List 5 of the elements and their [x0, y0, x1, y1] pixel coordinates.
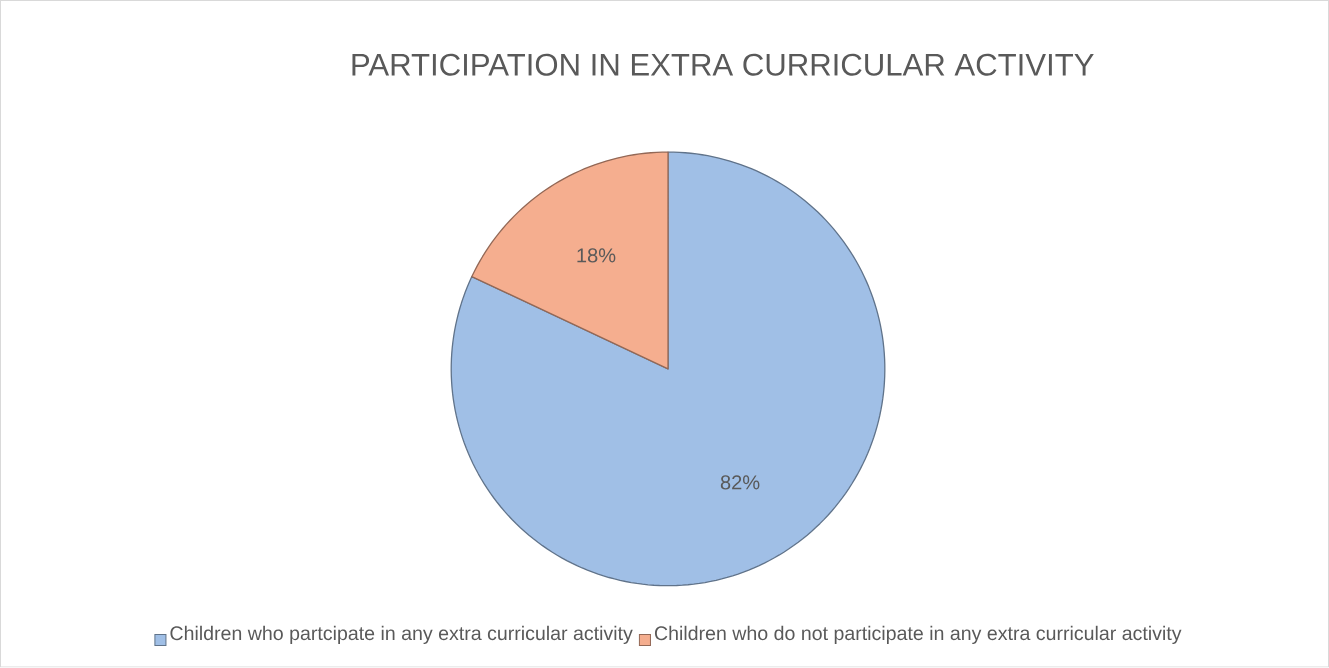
legend-label: Children who partcipate in any extra curricular activity	[170, 626, 633, 645]
data-label: 82%	[720, 475, 760, 490]
data-label: 18%	[577, 248, 616, 263]
chart-title: PARTICIPATION IN EXTRA CURRICULAR ACTIVITY	[352, 53, 1094, 76]
legend-label: Children who do not participate in any extra curricular activity	[654, 626, 1182, 645]
